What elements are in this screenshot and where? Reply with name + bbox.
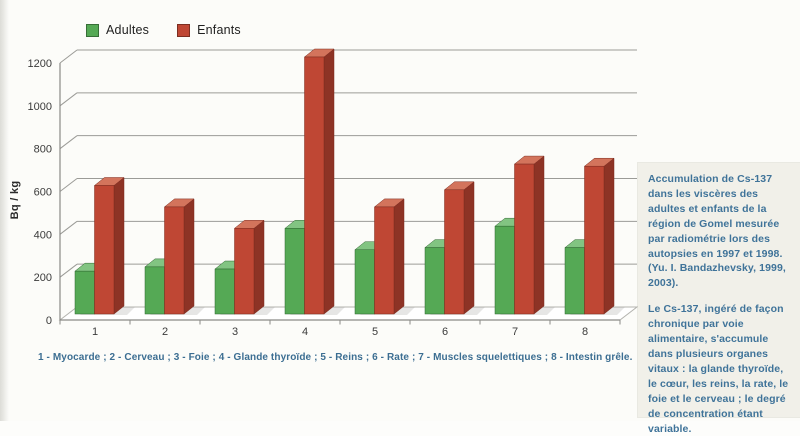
bar-enfants-8-side	[603, 157, 615, 315]
chart-caption: 1 - Myocarde ; 2 - Cerveau ; 3 - Foie ; …	[38, 352, 633, 363]
side-note-paragraph-2: Le Cs-137, ingéré de façon chronique par…	[648, 303, 789, 435]
bar-enfants-6	[444, 189, 465, 315]
legend-swatch-adultes-icon	[86, 23, 99, 37]
bar-adultes-7	[494, 225, 515, 315]
gridline-connector	[59, 49, 78, 64]
x-category-label: 6	[442, 326, 448, 338]
y-tick-label: 0	[46, 315, 52, 327]
legend-label-enfants: Enfants	[197, 23, 241, 37]
bar-chart: 0 200 400 600 800 1000 1200 1 2 3 4 5 6 7 8	[28, 48, 639, 338]
bar-enfants-8	[584, 165, 605, 315]
side-note-panel: Accumulation de Cs-137 dans les viscères…	[638, 163, 800, 435]
x-category-label: 5	[372, 326, 378, 338]
bar-enfants-3-side	[253, 219, 265, 315]
gridline-connector	[59, 220, 78, 235]
chart-legend: Adultes Enfants	[86, 23, 241, 37]
bar-adultes-3	[214, 268, 235, 315]
gridline-connector	[59, 263, 78, 278]
x-category-label: 7	[512, 326, 518, 338]
x-category-label: 2	[162, 326, 168, 338]
bar-adultes-6	[424, 247, 445, 315]
bar-enfants-1-side	[113, 176, 125, 315]
y-tick-label: 600	[34, 187, 52, 199]
y-tick-label: 1200	[28, 58, 52, 70]
legend-item-enfants: Enfants	[177, 23, 241, 37]
bar-enfants-2	[164, 206, 185, 315]
x-category-label: 3	[232, 326, 238, 338]
bar-enfants-1	[94, 185, 115, 315]
side-note-paragraph-1: Accumulation de Cs-137 dans les viscères…	[648, 173, 786, 290]
legend-item-adultes: Adultes	[86, 23, 149, 37]
y-tick-label: 800	[34, 144, 52, 156]
bar-enfants-3	[234, 228, 255, 315]
bar-adultes-2	[144, 266, 165, 315]
bar-adultes-8	[564, 247, 585, 315]
gridline-connector	[59, 135, 78, 150]
bar-adultes-1	[74, 270, 95, 315]
bar-adultes-4	[284, 228, 305, 315]
bar-enfants-4	[304, 56, 325, 315]
x-category-label: 1	[92, 326, 98, 338]
bar-enfants-6-side	[463, 181, 475, 315]
legend-swatch-enfants-icon	[177, 23, 191, 37]
y-tick-label: 200	[34, 272, 52, 284]
gridline-connector	[59, 178, 78, 192]
bar-enfants-7	[514, 163, 535, 315]
y-tick-label: 1000	[28, 101, 52, 113]
bar-adultes-5	[354, 249, 375, 315]
bar-enfants-2-side	[183, 198, 195, 315]
bar-enfants-7-side	[533, 155, 545, 315]
bar-enfants-4-side	[323, 48, 335, 315]
gridline-connector	[59, 92, 78, 107]
y-tick-label: 400	[34, 229, 52, 241]
legend-label-adultes: Adultes	[106, 23, 150, 37]
bar-enfants-5-side	[393, 198, 405, 315]
x-category-label: 8	[582, 326, 588, 338]
bar-enfants-5	[374, 206, 395, 315]
x-category-label: 4	[302, 326, 308, 338]
